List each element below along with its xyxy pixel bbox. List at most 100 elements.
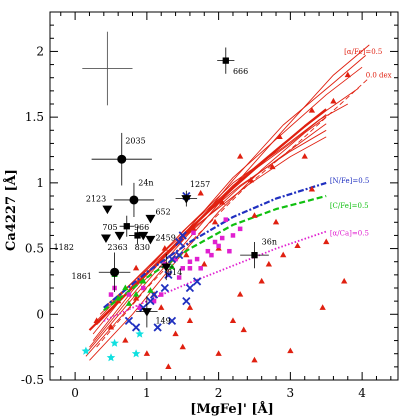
- triangle-marker: [107, 323, 115, 330]
- model-line: [89, 116, 327, 361]
- triangle-marker: [132, 291, 140, 297]
- triangle-marker: [186, 317, 194, 323]
- triangle-marker: [125, 300, 133, 306]
- triangle-marker: [132, 295, 140, 301]
- triangle-marker: [265, 260, 272, 267]
- triangle-marker: [236, 153, 244, 159]
- star-marker: [131, 349, 141, 358]
- triangle-marker: [140, 277, 147, 284]
- point-label: 705: [102, 223, 117, 232]
- point-label: 36n: [262, 238, 277, 247]
- model-line: [92, 87, 359, 341]
- point-label: 2123: [86, 194, 106, 203]
- model-annotation: 0.0 dex: [366, 72, 392, 80]
- model-line: [103, 136, 327, 309]
- triangle-marker: [251, 356, 258, 363]
- axis-layer: 0 1 2 3 4 -0.5 0 0.5 1 1.5 2: [21, 12, 398, 400]
- triangle-marker: [93, 317, 100, 323]
- model-line: [103, 181, 327, 309]
- square-marker: [187, 266, 193, 271]
- star-marker: [106, 353, 116, 362]
- square-marker: [158, 292, 164, 297]
- triangle-down-marker: [100, 234, 111, 244]
- square-marker: [108, 292, 114, 297]
- point-label: 666: [233, 67, 248, 76]
- point-label: 2459: [155, 234, 175, 243]
- triangle-marker: [115, 295, 122, 301]
- model-line: [96, 77, 370, 348]
- point-label: 652: [155, 207, 170, 216]
- point-label: 1861: [72, 272, 92, 281]
- triangle-marker: [308, 107, 316, 113]
- triangle-marker: [201, 260, 208, 267]
- triangle-marker: [308, 185, 316, 192]
- circle-marker: [110, 267, 120, 277]
- y-tick-label: 0.5: [25, 242, 44, 256]
- square-marker: [141, 285, 146, 291]
- model-annotation: [N/Fe]=0.5: [330, 177, 370, 185]
- triangle-marker: [344, 71, 351, 78]
- square-marker: [134, 232, 141, 239]
- square-marker: [219, 235, 225, 241]
- triangle-marker: [301, 153, 308, 159]
- triangle-marker: [247, 176, 255, 183]
- square-marker: [237, 226, 243, 232]
- triangle-marker: [122, 337, 129, 343]
- star-marker: [135, 329, 144, 338]
- square-marker: [227, 248, 232, 254]
- triangle-marker: [287, 347, 294, 354]
- cross-marker: [153, 323, 162, 332]
- point-label: 1257: [190, 180, 210, 189]
- model-annotation: [α/Fe]=0.5: [344, 48, 382, 56]
- triangle-down-marker: [161, 263, 172, 272]
- triangle-marker: [330, 97, 337, 104]
- x-tick-label: 2: [215, 386, 223, 400]
- cross-marker: [124, 316, 134, 325]
- square-marker: [198, 266, 203, 271]
- point-label: 1182: [54, 243, 74, 252]
- triangle-marker: [272, 218, 280, 225]
- square-marker: [187, 259, 193, 264]
- triangle-marker: [122, 284, 129, 291]
- point-label: 149: [155, 316, 170, 325]
- triangle-marker: [197, 189, 204, 196]
- triangle-marker: [161, 245, 168, 251]
- cross-marker: [175, 237, 184, 247]
- triangle-marker: [211, 218, 219, 225]
- triangle-down-marker: [145, 235, 156, 245]
- triangle-marker: [186, 304, 194, 310]
- triangle-marker: [251, 212, 258, 218]
- triangle-marker: [219, 199, 226, 205]
- square-marker: [126, 292, 132, 297]
- circle-marker: [117, 154, 127, 164]
- triangle-marker: [319, 304, 326, 310]
- square-marker: [180, 266, 185, 271]
- square-marker: [230, 233, 236, 238]
- square-marker: [123, 223, 130, 230]
- triangle-down-marker: [102, 205, 113, 215]
- y-axis-title: Ca4227 [Å]: [3, 169, 19, 251]
- triangle-marker: [258, 277, 265, 284]
- square-marker: [151, 298, 157, 304]
- square-marker: [191, 230, 196, 236]
- square-marker: [216, 243, 221, 249]
- x-axis-title: [MgFe]' [Å]: [190, 401, 273, 417]
- triangle-down-marker: [145, 214, 156, 224]
- triangle-marker: [172, 330, 179, 337]
- cross-marker: [167, 254, 177, 264]
- triangle-marker: [183, 251, 190, 258]
- cross-marker: [175, 251, 184, 260]
- triangle-marker: [229, 317, 237, 323]
- point-label: 24n: [138, 178, 153, 187]
- y-tick-label: 1: [36, 176, 44, 190]
- x-tick-label: 0: [71, 386, 79, 400]
- triangle-marker: [280, 251, 287, 258]
- point-label: 814: [167, 268, 182, 277]
- triangle-marker: [132, 264, 140, 271]
- data-layer: [81, 31, 370, 369]
- star-marker: [110, 338, 119, 347]
- triangle-marker: [269, 163, 276, 170]
- triangle-marker: [143, 350, 151, 356]
- point-label: 830: [135, 243, 150, 252]
